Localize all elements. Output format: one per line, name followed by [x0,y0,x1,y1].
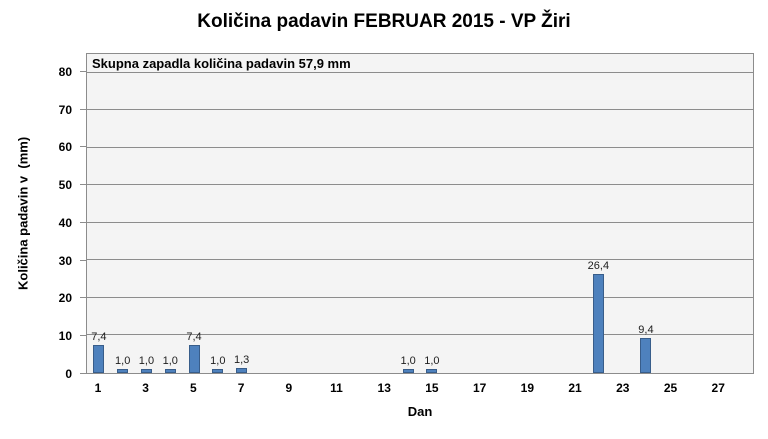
bar-value-label-day-14: 1,0 [400,355,416,368]
bar-day-2 [117,369,129,373]
x-tick-label-9: 9 [285,381,293,395]
gridline-40 [87,221,753,223]
gridline-70 [87,109,753,111]
y-tick-label-0: 0 [65,367,72,381]
x-tick-label-13: 13 [377,381,391,395]
y-tick-mark-60 [80,146,86,148]
bar-day-15 [426,369,438,373]
gridline-20 [87,296,753,298]
x-tick-label-25: 25 [663,381,678,395]
total-precipitation-annotation: Skupna zapadla količina padavin 57,9 mm [92,56,351,71]
y-tick-label-80: 80 [58,64,72,79]
plot-area: Skupna zapadla količina padavin 57,9 mm … [86,53,754,374]
y-axis: 0 10 20 30 40 50 60 70 80 [0,53,86,380]
bar-value-label-day-15: 1,0 [424,355,440,368]
y-tick-mark-30 [80,259,86,261]
gridline-10 [87,334,753,336]
x-tick-label-21: 21 [568,381,582,395]
y-tick-mark-50 [80,184,86,186]
bar-day-1 [93,345,105,373]
bar-day-4 [164,369,176,373]
bar-value-label-day-22: 26,4 [587,259,610,272]
y-tick-mark-80 [80,70,86,72]
gridline-50 [87,184,753,186]
y-tick-label-10: 10 [58,329,72,344]
x-tick-label-5: 5 [190,381,197,395]
gridline-60 [87,146,753,148]
bar-value-label-day-1: 7,4 [91,331,107,344]
y-tick-label-30: 30 [58,253,72,268]
bar-day-24 [640,337,652,373]
x-tick-label-3: 3 [142,381,149,395]
bar-day-7 [236,368,248,373]
bar-value-label-day-3: 1,0 [138,355,155,368]
bar-day-22 [592,273,604,373]
bar-value-label-day-24: 9,4 [638,323,654,336]
y-tick-label-50: 50 [58,178,72,193]
gridline-80 [87,71,753,73]
gridline-30 [87,259,753,261]
chart-title: Količina padavin FEBRUAR 2015 - VP Žiri [197,11,571,32]
bar-value-label-day-7: 1,3 [233,354,250,367]
bar-value-label-day-4: 1,0 [162,355,178,368]
y-tick-mark-10 [80,335,86,337]
x-tick-label-23: 23 [616,381,630,395]
bar-value-label-day-5: 7,4 [186,331,202,344]
bar-value-label-day-2: 1,0 [115,355,131,368]
x-tick-label-1: 1 [94,381,102,395]
y-tick-mark-70 [80,108,86,110]
x-tick-label-17: 17 [472,381,487,395]
x-tick-label-19: 19 [520,381,535,395]
bar-day-14 [402,369,414,373]
x-axis-title: Dan [407,404,433,419]
y-tick-mark-20 [80,297,86,299]
y-tick-label-70: 70 [58,102,72,117]
y-tick-mark-0 [80,373,86,374]
x-tick-label-11: 11 [330,381,343,395]
y-tick-mark-40 [80,221,86,223]
bar-day-6 [212,369,224,373]
bar-value-label-day-6: 1,0 [210,355,226,368]
y-tick-label-60: 60 [58,140,72,155]
y-tick-label-20: 20 [58,291,72,306]
x-tick-label-27: 27 [711,381,725,395]
x-axis: 1 3 5 7 9 11 13 15 17 19 21 23 25 27 [86,375,754,397]
y-tick-label-40: 40 [58,215,72,230]
bar-day-3 [140,369,152,373]
x-tick-label-7: 7 [237,381,245,395]
x-tick-label-15: 15 [425,381,439,395]
bar-day-5 [188,345,200,373]
